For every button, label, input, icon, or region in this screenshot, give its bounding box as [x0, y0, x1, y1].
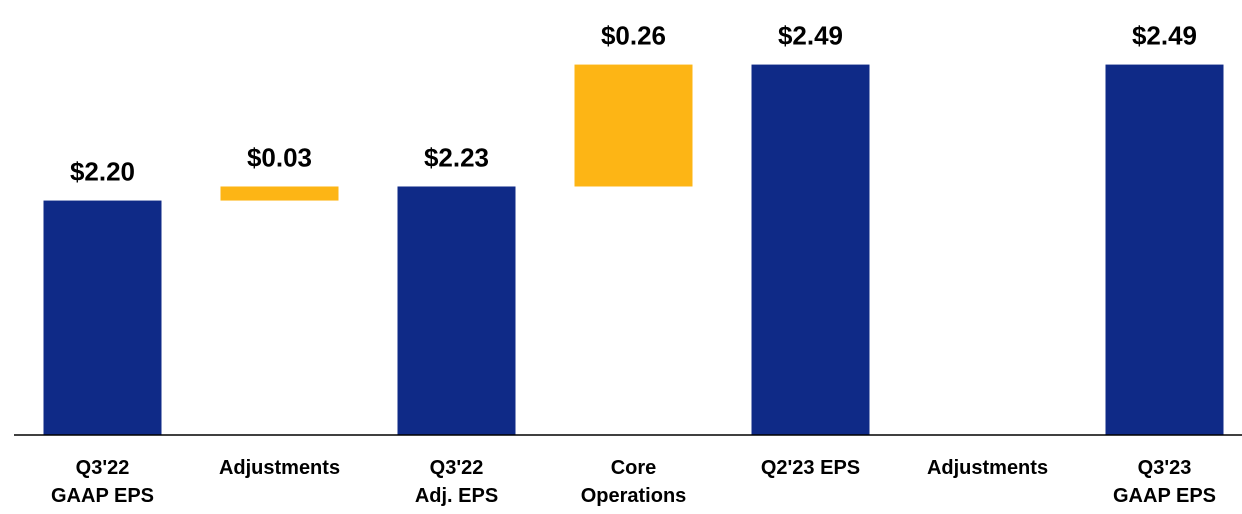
- bar: [1105, 64, 1224, 436]
- x-tick-label: Adjustments: [219, 457, 340, 479]
- bar: [43, 200, 162, 435]
- x-tick-label-line: Q3'23: [1138, 457, 1192, 479]
- x-tick-label: Q3'22 GAAP EPS: [51, 457, 154, 507]
- x-tick-label: Q3'22 Adj. EPS: [415, 457, 498, 507]
- x-tick-label: Q3'23 GAAP EPS: [1113, 457, 1216, 507]
- x-tick-label-line: Q3'22: [430, 457, 484, 479]
- data-label: $2.49: [1132, 21, 1197, 51]
- x-tick-label-line: Operations: [581, 485, 687, 507]
- x-tick-label: Adjustments: [927, 457, 1048, 479]
- data-label: $2.23: [424, 142, 489, 172]
- data-label: $0.26: [601, 21, 666, 51]
- x-tick-label-line: Adjustments: [927, 457, 1048, 479]
- x-tick-label-line: Adj. EPS: [415, 485, 498, 507]
- data-label: $0.03: [247, 142, 312, 172]
- x-tick-label-line: Adjustments: [219, 457, 340, 479]
- bar: [220, 186, 339, 201]
- bar: [397, 186, 516, 435]
- data-label: $2.49: [778, 21, 843, 51]
- x-tick-label-line: Q2'23 EPS: [761, 457, 860, 479]
- bar: [574, 64, 693, 187]
- bar: [751, 64, 870, 436]
- x-tick-label-line: GAAP EPS: [51, 485, 154, 507]
- x-tick-label: Core Operations: [581, 457, 687, 507]
- data-label: $2.20: [70, 157, 135, 187]
- x-tick-label-line: Q3'22: [76, 457, 130, 479]
- x-tick-label-line: GAAP EPS: [1113, 485, 1216, 507]
- x-tick-label: Q2'23 EPS: [761, 457, 860, 479]
- x-tick-label-line: Core: [611, 457, 657, 479]
